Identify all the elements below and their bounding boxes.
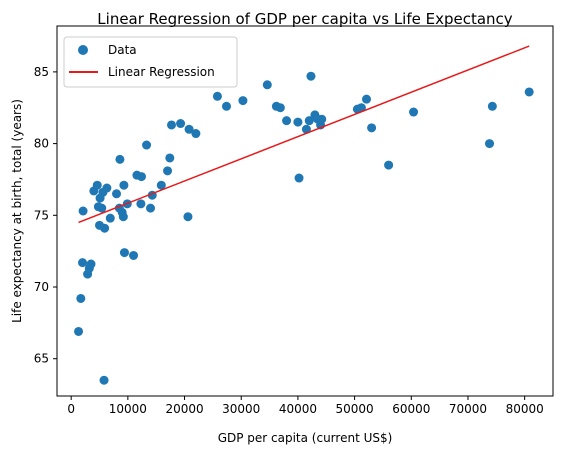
- legend: Data Linear Regression: [63, 36, 238, 88]
- x-tick-label: 70000: [449, 402, 487, 416]
- data-point: [136, 199, 146, 209]
- regression-line: [78, 45, 530, 224]
- data-point: [184, 124, 194, 134]
- data-point: [362, 94, 371, 104]
- data-point: [304, 116, 314, 126]
- data-point: [293, 117, 303, 127]
- data-point: [76, 293, 86, 303]
- y-tick-label: 75: [34, 208, 49, 222]
- data-point: [294, 173, 304, 183]
- data-point: [100, 223, 110, 233]
- plot-area: [74, 45, 534, 385]
- data-point: [156, 180, 166, 190]
- chart-title: Linear Regression of GDP per capita vs L…: [97, 10, 513, 28]
- data-point: [118, 212, 128, 222]
- x-tick-label: 20000: [165, 402, 203, 416]
- y-tick-label: 65: [34, 352, 49, 366]
- data-point: [167, 120, 177, 130]
- data-point: [146, 203, 156, 213]
- data-point: [129, 250, 139, 260]
- data-point: [275, 103, 285, 113]
- data-point: [92, 180, 102, 190]
- legend-box: [63, 36, 238, 88]
- data-point: [384, 160, 394, 170]
- x-axis-label: GDP per capita (current US$): [218, 431, 393, 445]
- y-tick-label: 80: [34, 137, 49, 151]
- data-point: [97, 203, 107, 213]
- data-point: [317, 114, 327, 124]
- y-tick-label: 85: [34, 65, 49, 79]
- data-point: [262, 80, 272, 90]
- data-point: [119, 180, 129, 190]
- x-tick-label: 60000: [392, 402, 430, 416]
- data-point: [142, 140, 152, 150]
- x-tick-label: 10000: [109, 402, 147, 416]
- data-point: [212, 91, 222, 101]
- data-point: [409, 107, 419, 117]
- x-axis: 0 10000 20000 30000 40000 50000 60000 70000 8000…: [67, 396, 544, 416]
- data-point: [99, 375, 109, 385]
- data-point: [487, 101, 497, 111]
- data-point: [221, 101, 231, 111]
- x-tick-label: 80000: [506, 402, 544, 416]
- legend-label-regression: Linear Regression: [108, 65, 215, 79]
- data-point: [78, 258, 88, 268]
- data-point: [86, 259, 96, 269]
- x-tick-label: 0: [67, 402, 75, 416]
- plot-frame: [56, 25, 554, 397]
- data-point: [524, 87, 534, 97]
- data-point: [356, 103, 366, 113]
- data-point: [485, 139, 495, 149]
- data-point: [102, 183, 112, 193]
- data-point: [238, 96, 248, 106]
- x-tick-label: 40000: [279, 402, 317, 416]
- data-point: [119, 248, 129, 258]
- data-point: [176, 119, 186, 129]
- data-point: [191, 129, 201, 139]
- x-tick-label: 50000: [336, 402, 374, 416]
- legend-marker-data: [78, 45, 88, 55]
- data-point: [136, 172, 146, 182]
- data-point: [105, 213, 115, 223]
- data-point: [165, 153, 175, 163]
- data-point: [306, 71, 316, 81]
- data-point: [74, 326, 84, 336]
- legend-label-data: Data: [108, 43, 137, 57]
- data-point: [112, 189, 122, 199]
- data-point: [367, 123, 377, 133]
- data-point: [183, 212, 193, 222]
- data-point: [301, 124, 311, 134]
- x-tick-label: 30000: [222, 402, 260, 416]
- data-point: [282, 116, 292, 126]
- data-point: [115, 154, 125, 164]
- data-point: [163, 166, 173, 176]
- y-axis: 65 70 75 80 85: [34, 65, 57, 366]
- data-point: [78, 206, 88, 216]
- y-tick-label: 70: [34, 280, 49, 294]
- y-axis-label: Life expectancy at birth, total (years): [10, 99, 24, 323]
